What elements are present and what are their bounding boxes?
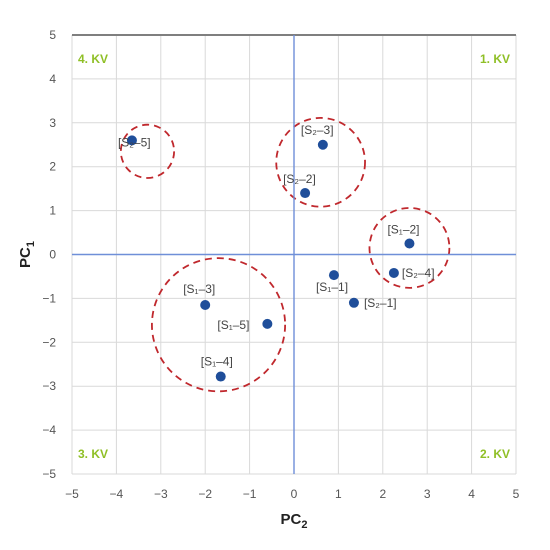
y-tick-label: −3 <box>42 379 56 393</box>
quadrant-labels: 1. KV 2. KV 3. KV 4. KV <box>78 52 510 461</box>
y-tick-label: 1 <box>49 204 56 218</box>
quadrant-label: 1. KV <box>480 52 510 66</box>
point-label: [S₂–2] <box>283 172 316 186</box>
point-label: [S₁–1] <box>316 280 348 294</box>
y-tick-label: 5 <box>49 28 56 42</box>
y-tick-label: −1 <box>42 291 56 305</box>
point-label: [S₁–5] <box>217 318 249 332</box>
data-point <box>317 139 328 150</box>
data-point <box>215 371 226 382</box>
data-point <box>348 297 359 308</box>
point-label: [S₁–2] <box>387 223 419 237</box>
x-tick-label: −4 <box>110 487 124 501</box>
y-tick-label: −5 <box>42 467 56 481</box>
point-label: [S₁–3] <box>183 282 215 296</box>
cluster-circle <box>119 123 176 179</box>
y-tick-label: −2 <box>42 335 56 349</box>
point-label: [S₂–1] <box>364 296 397 310</box>
x-tick-label: 5 <box>513 487 520 501</box>
x-tick-label: −5 <box>65 487 79 501</box>
x-tick-label: 2 <box>379 487 386 501</box>
x-tick-label: 1 <box>335 487 342 501</box>
cluster-circles <box>119 117 451 393</box>
y-tick-label: 2 <box>49 160 56 174</box>
x-tick-label: −3 <box>154 487 168 501</box>
tick-labels: −5 −4 −3 −2 −1 0 1 2 3 4 5 −5 −4 −3 −2 −1 0 1 2 3 4 5 <box>42 28 519 501</box>
cluster-circle <box>368 207 451 289</box>
cluster-circle <box>151 257 287 393</box>
y-tick-label: 4 <box>49 72 56 86</box>
y-tick-label: 3 <box>49 116 56 130</box>
y-axis-title: PC1 <box>17 241 37 268</box>
x-tick-label: 3 <box>424 487 431 501</box>
zero-axis-lines <box>72 35 516 474</box>
y-tick-label: 0 <box>49 248 56 262</box>
data-point <box>300 188 311 199</box>
x-axis-title: PC2 <box>281 511 308 531</box>
data-points <box>126 135 415 382</box>
data-point <box>126 135 137 146</box>
point-labels: [S₂–3] [S₂–2] [S₂–5] [S₁–2] [S₂–4] [S₁–1] [S₂–… <box>118 123 435 369</box>
data-point <box>262 318 273 329</box>
quadrant-label: 2. KV <box>480 447 510 461</box>
point-label: [S₂–4] <box>402 266 435 280</box>
data-point <box>404 238 415 249</box>
y-tick-label: −4 <box>42 423 56 437</box>
data-point <box>388 267 399 278</box>
quadrant-label: 3. KV <box>78 447 108 461</box>
point-label: [S₁–4] <box>201 355 233 369</box>
point-label: [S₂–3] <box>301 123 334 137</box>
data-point <box>200 299 211 310</box>
quadrant-label: 4. KV <box>78 52 108 66</box>
x-tick-label: 0 <box>291 487 298 501</box>
x-tick-label: −2 <box>198 487 212 501</box>
cluster-circle <box>275 117 366 208</box>
x-tick-label: 4 <box>468 487 475 501</box>
data-point <box>328 270 339 281</box>
x-tick-label: −1 <box>243 487 257 501</box>
point-label: [S₂–5] <box>118 135 151 149</box>
